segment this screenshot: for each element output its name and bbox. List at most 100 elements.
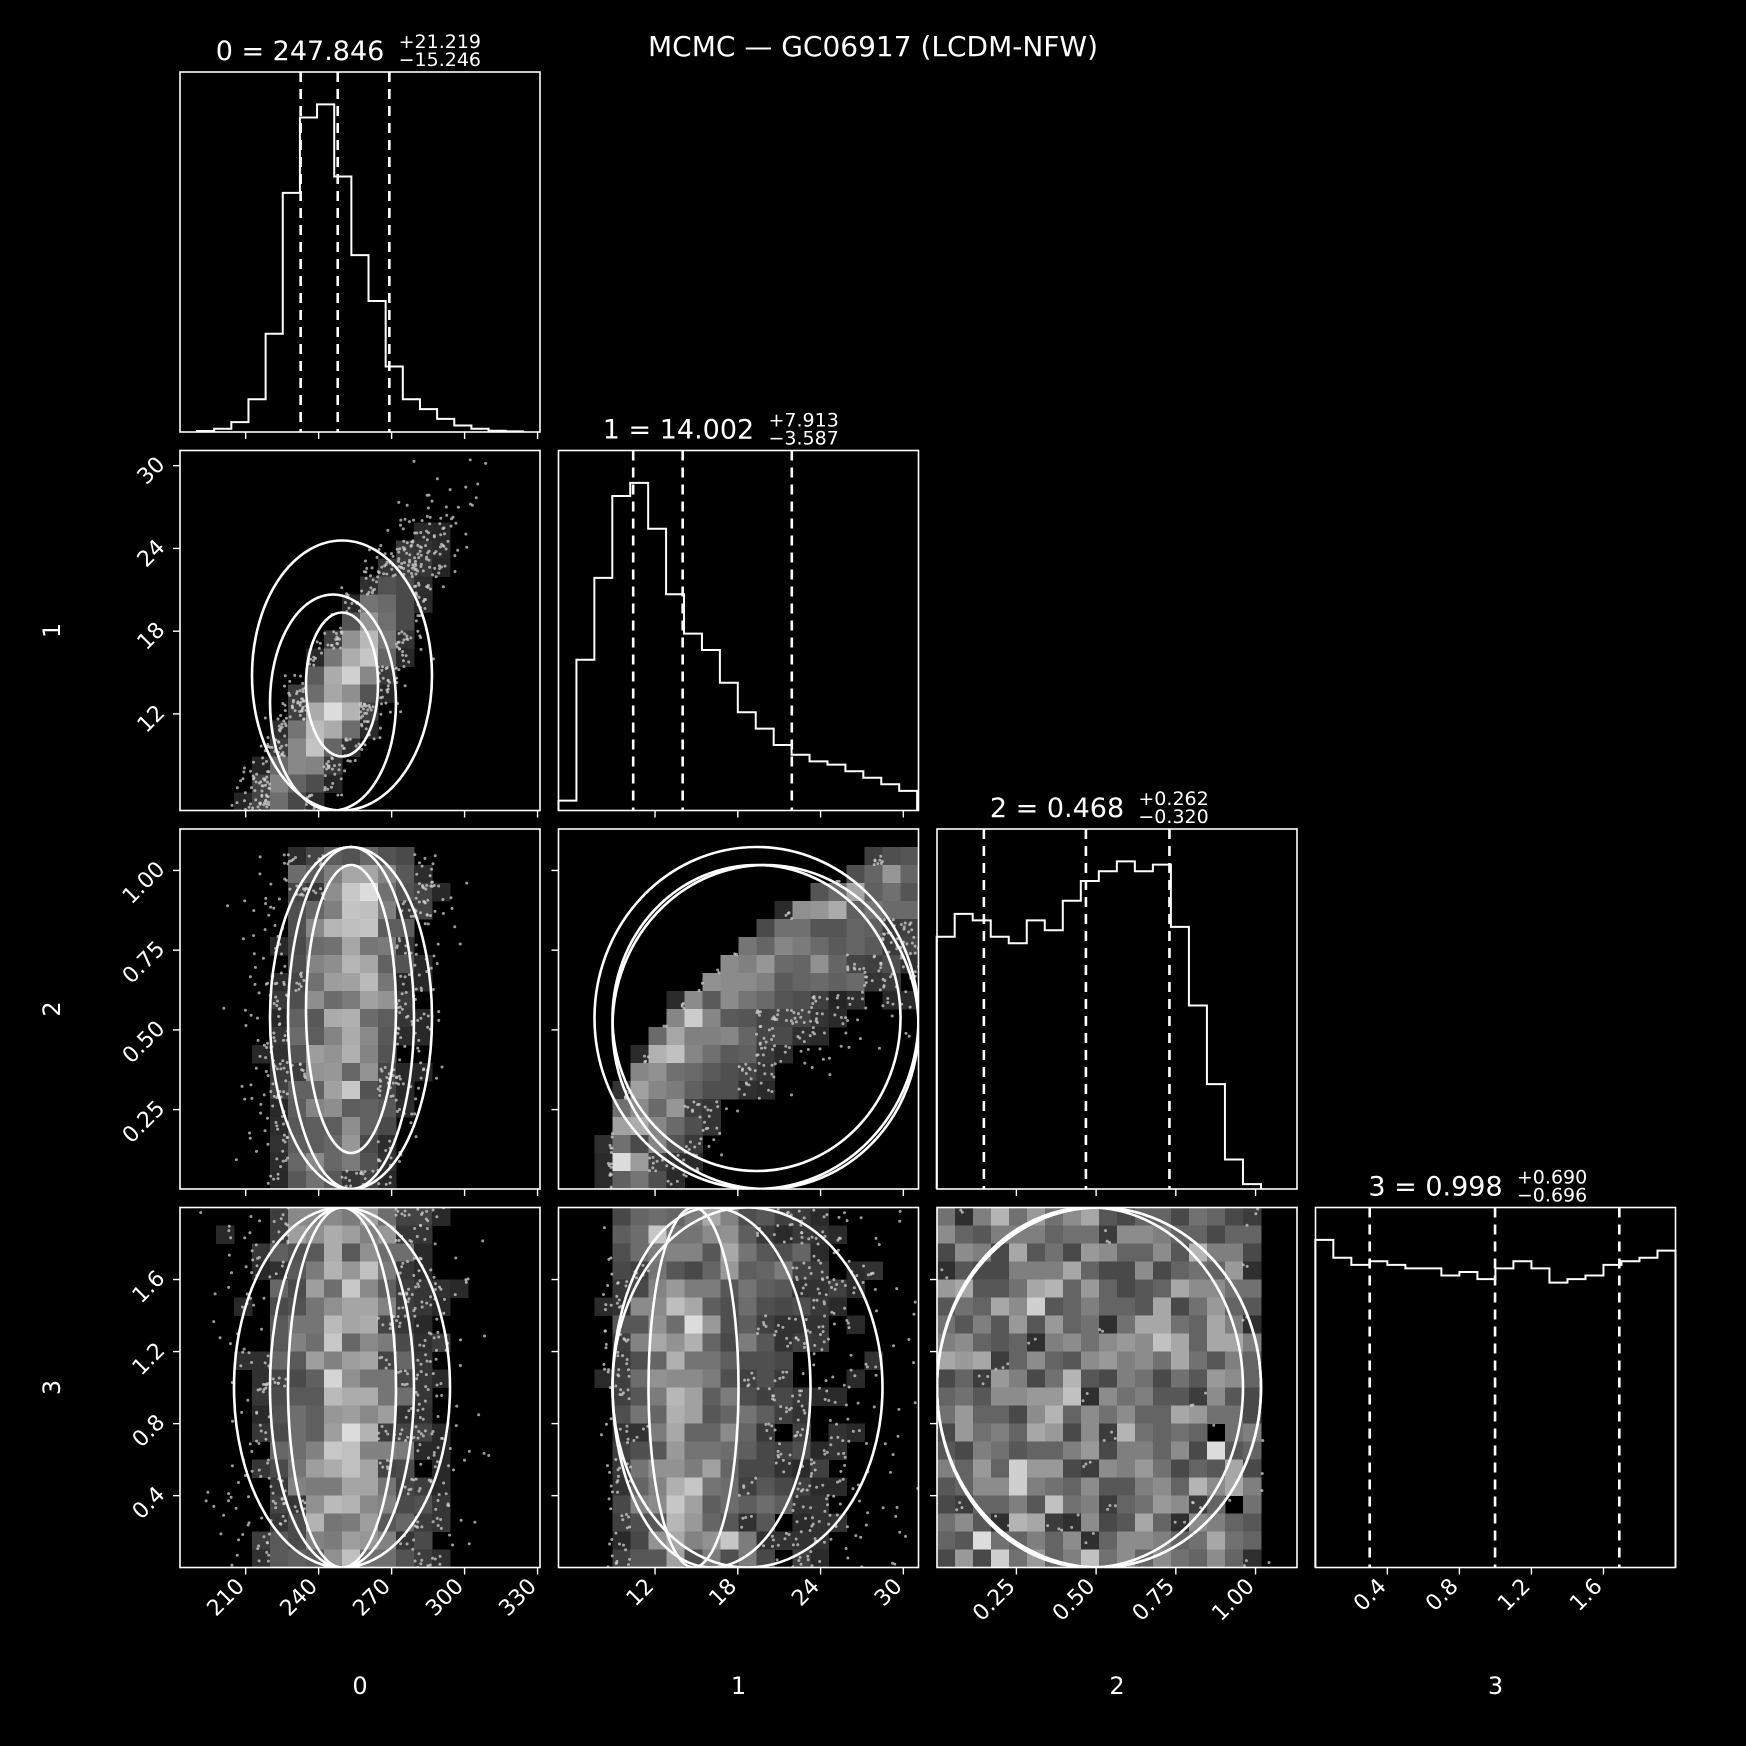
sample-point <box>400 1382 404 1386</box>
density-cell <box>648 1099 667 1118</box>
density-cell <box>973 1549 992 1568</box>
sample-point <box>641 1427 645 1431</box>
sample-point <box>266 1354 270 1358</box>
sample-point <box>380 702 384 706</box>
sample-point <box>632 1439 636 1443</box>
sample-point <box>314 656 318 660</box>
density-cell <box>270 1351 289 1370</box>
sample-point <box>275 999 279 1003</box>
sample-point <box>845 1525 849 1529</box>
sample-point <box>319 651 323 655</box>
sample-point <box>1110 1430 1114 1434</box>
sample-point <box>809 1506 813 1510</box>
sample-point <box>853 962 857 966</box>
sample-point <box>1020 867 1023 870</box>
density-cell <box>1081 1297 1100 1316</box>
sample-point <box>435 1215 439 1219</box>
sample-point <box>278 1522 282 1526</box>
sample-point <box>818 1047 822 1051</box>
sample-point <box>309 657 313 661</box>
sample-point <box>412 565 416 569</box>
density-cell <box>1063 1333 1082 1352</box>
density-cell <box>973 1405 992 1424</box>
density-cell <box>1045 1369 1064 1388</box>
density-cell <box>270 1405 289 1424</box>
sample-point <box>974 889 977 892</box>
contour-level-1 <box>937 1207 1263 1568</box>
density-cell <box>360 901 379 920</box>
sample-point <box>415 872 419 876</box>
sample-point <box>1019 903 1022 906</box>
density-cell <box>702 1477 721 1496</box>
sample-point <box>781 1370 785 1374</box>
sample-point <box>913 1401 917 1405</box>
density-cell <box>1243 1441 1262 1460</box>
x-tick-label: 300 <box>421 1574 468 1621</box>
sample-point <box>967 876 970 879</box>
density-cell <box>738 1063 757 1082</box>
sample-point <box>407 1297 411 1301</box>
sample-point <box>240 1305 244 1309</box>
sample-point <box>399 1292 403 1296</box>
sample-point <box>983 925 986 928</box>
sample-point <box>958 869 961 872</box>
sample-point <box>955 864 958 867</box>
sample-point <box>942 875 945 878</box>
sample-point <box>397 1239 401 1243</box>
sample-point <box>904 990 908 994</box>
sample-point <box>855 1274 859 1278</box>
sample-point <box>244 883 247 886</box>
sample-point <box>807 1266 811 1270</box>
sample-point <box>397 631 401 635</box>
sample-point <box>225 818 228 821</box>
sample-point <box>240 873 243 876</box>
density-cell <box>360 955 379 974</box>
sample-point <box>327 760 331 764</box>
sample-point <box>854 1534 858 1538</box>
sample-point <box>775 1558 779 1562</box>
sample-point <box>923 889 926 892</box>
sample-point <box>770 1017 774 1021</box>
sample-point <box>602 1226 606 1230</box>
sample-point <box>820 1277 824 1281</box>
density-cell <box>306 919 325 938</box>
density-cell <box>396 648 415 667</box>
sample-point <box>924 1474 927 1477</box>
sample-point <box>270 745 274 749</box>
sample-point <box>255 820 258 823</box>
density-cell <box>738 1297 757 1316</box>
sample-point <box>263 1129 267 1133</box>
sample-point <box>913 951 917 955</box>
sample-point <box>1228 1498 1232 1502</box>
sample-point <box>826 1503 830 1507</box>
density-cell <box>342 1063 361 1082</box>
sample-point <box>402 638 406 642</box>
sample-point <box>974 863 977 866</box>
density-cell <box>1009 1423 1028 1442</box>
sample-point <box>447 1464 451 1468</box>
density-cell <box>792 1495 811 1514</box>
sample-point <box>377 1437 381 1441</box>
density-cell <box>630 1477 649 1496</box>
sample-point <box>272 831 275 834</box>
sample-point <box>432 535 436 539</box>
sample-point <box>419 553 423 557</box>
sample-point <box>921 927 924 930</box>
sample-point <box>682 1006 686 1010</box>
density-cell <box>1081 1531 1100 1550</box>
sample-point <box>797 1209 801 1213</box>
sample-point <box>979 936 982 939</box>
sample-point <box>273 1501 277 1505</box>
sample-point <box>282 980 286 984</box>
density-cell <box>378 594 397 613</box>
sample-point <box>1003 865 1006 868</box>
sample-point <box>283 684 287 688</box>
sample-point <box>785 1008 789 1012</box>
sample-point <box>263 813 266 816</box>
density-cell <box>702 1099 721 1118</box>
sample-point <box>1241 1318 1245 1322</box>
sample-point <box>903 921 907 925</box>
sample-point <box>802 1216 806 1220</box>
sample-point <box>1119 866 1122 869</box>
sample-point <box>812 1254 816 1258</box>
